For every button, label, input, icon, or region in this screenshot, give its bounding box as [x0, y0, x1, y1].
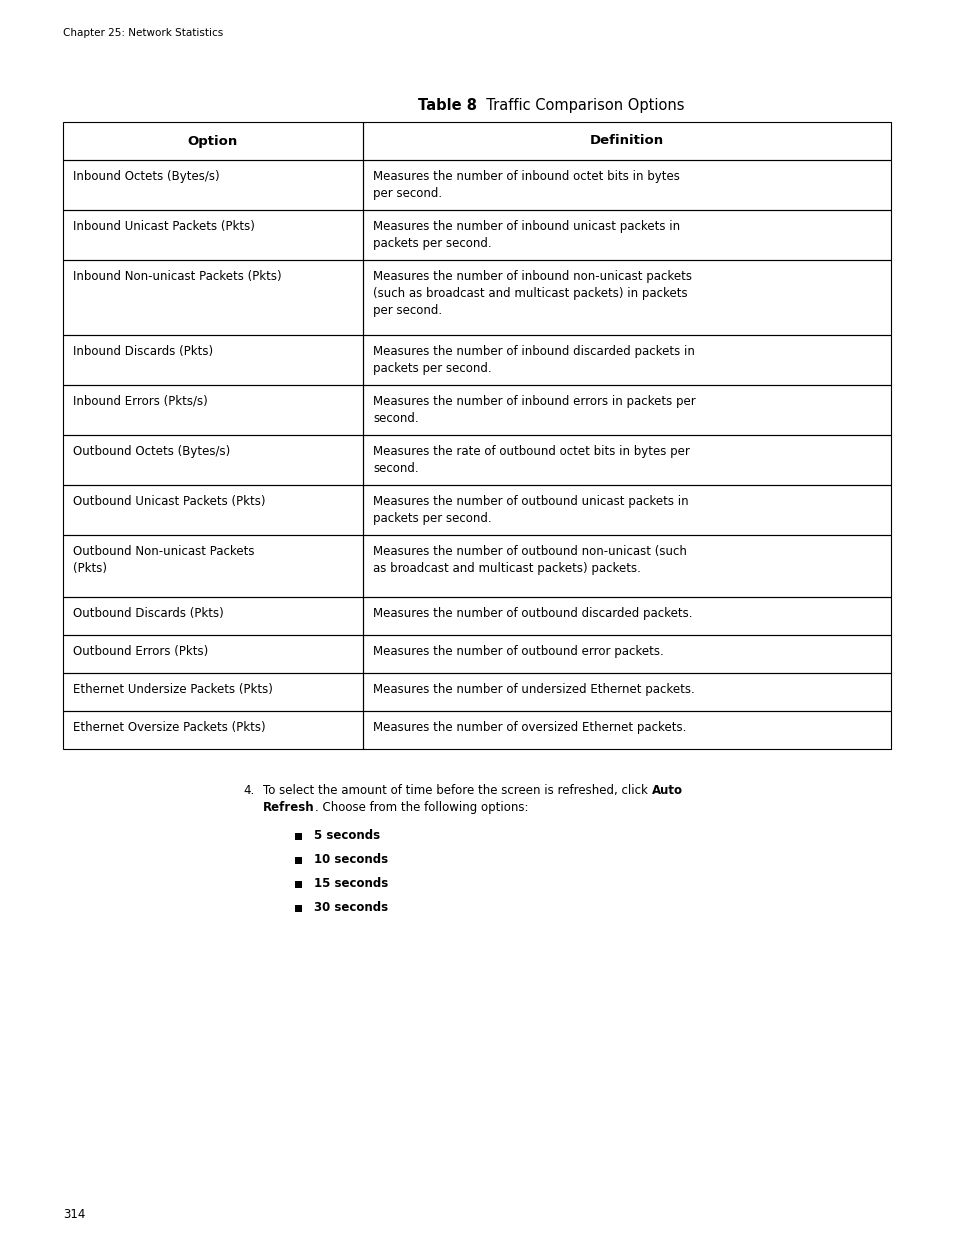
Text: Chapter 25: Network Statistics: Chapter 25: Network Statistics: [63, 28, 223, 38]
Text: Ethernet Undersize Packets (Pkts): Ethernet Undersize Packets (Pkts): [73, 683, 273, 697]
Text: Refresh: Refresh: [263, 802, 314, 814]
Text: Outbound Octets (Bytes/s): Outbound Octets (Bytes/s): [73, 445, 230, 458]
Text: To select the amount of time before the screen is refreshed, click: To select the amount of time before the …: [263, 784, 651, 797]
Text: Inbound Octets (Bytes/s): Inbound Octets (Bytes/s): [73, 170, 219, 183]
Bar: [63, 597, 363, 635]
Bar: [363, 122, 890, 161]
Text: . Choose from the following options:: . Choose from the following options:: [314, 802, 528, 814]
Text: Outbound Discards (Pkts): Outbound Discards (Pkts): [73, 606, 224, 620]
Text: Measures the number of inbound unicast packets in
packets per second.: Measures the number of inbound unicast p…: [373, 220, 679, 249]
Text: Traffic Comparison Options: Traffic Comparison Options: [476, 98, 684, 112]
Bar: [363, 385, 890, 435]
Text: Measures the number of inbound non-unicast packets
(such as broadcast and multic: Measures the number of inbound non-unica…: [373, 270, 691, 317]
Text: Outbound Errors (Pkts): Outbound Errors (Pkts): [73, 645, 208, 658]
Text: Outbound Non-unicast Packets
(Pkts): Outbound Non-unicast Packets (Pkts): [73, 545, 254, 576]
Text: Table 8: Table 8: [417, 98, 476, 112]
Bar: [63, 210, 363, 261]
Bar: [363, 161, 890, 210]
Bar: [363, 535, 890, 597]
Text: Inbound Unicast Packets (Pkts): Inbound Unicast Packets (Pkts): [73, 220, 254, 233]
Bar: [63, 261, 363, 335]
Bar: [63, 161, 363, 210]
Bar: [294, 905, 302, 911]
Text: Measures the rate of outbound octet bits in bytes per
second.: Measures the rate of outbound octet bits…: [373, 445, 689, 475]
Text: Measures the number of inbound discarded packets in
packets per second.: Measures the number of inbound discarded…: [373, 345, 694, 375]
Text: Measures the number of outbound discarded packets.: Measures the number of outbound discarde…: [373, 606, 692, 620]
Text: Outbound Unicast Packets (Pkts): Outbound Unicast Packets (Pkts): [73, 495, 265, 508]
Bar: [363, 335, 890, 385]
Bar: [294, 832, 302, 840]
Bar: [363, 673, 890, 711]
Text: Measures the number of oversized Ethernet packets.: Measures the number of oversized Etherne…: [373, 721, 685, 734]
Text: Measures the number of inbound errors in packets per
second.: Measures the number of inbound errors in…: [373, 395, 695, 425]
Bar: [363, 435, 890, 485]
Text: Auto: Auto: [651, 784, 682, 797]
Text: Ethernet Oversize Packets (Pkts): Ethernet Oversize Packets (Pkts): [73, 721, 265, 734]
Text: Inbound Non-unicast Packets (Pkts): Inbound Non-unicast Packets (Pkts): [73, 270, 281, 283]
Text: 314: 314: [63, 1208, 85, 1221]
Bar: [63, 635, 363, 673]
Text: 15 seconds: 15 seconds: [314, 877, 388, 890]
Bar: [63, 673, 363, 711]
Text: 30 seconds: 30 seconds: [314, 902, 388, 914]
Bar: [63, 122, 363, 161]
Text: 5 seconds: 5 seconds: [314, 829, 379, 842]
Bar: [363, 635, 890, 673]
Bar: [63, 385, 363, 435]
Bar: [294, 881, 302, 888]
Text: Option: Option: [188, 135, 238, 147]
Text: 10 seconds: 10 seconds: [314, 853, 388, 866]
Bar: [63, 485, 363, 535]
Text: Measures the number of outbound unicast packets in
packets per second.: Measures the number of outbound unicast …: [373, 495, 688, 525]
Bar: [363, 711, 890, 748]
Bar: [63, 711, 363, 748]
Bar: [363, 210, 890, 261]
Text: Measures the number of outbound error packets.: Measures the number of outbound error pa…: [373, 645, 663, 658]
Bar: [363, 485, 890, 535]
Bar: [363, 261, 890, 335]
Text: Measures the number of undersized Ethernet packets.: Measures the number of undersized Ethern…: [373, 683, 694, 697]
Bar: [63, 435, 363, 485]
Text: Definition: Definition: [589, 135, 663, 147]
Text: Inbound Errors (Pkts/s): Inbound Errors (Pkts/s): [73, 395, 208, 408]
Bar: [294, 857, 302, 864]
Bar: [63, 335, 363, 385]
Text: 4.: 4.: [243, 784, 254, 797]
Bar: [363, 597, 890, 635]
Text: Inbound Discards (Pkts): Inbound Discards (Pkts): [73, 345, 213, 358]
Bar: [63, 535, 363, 597]
Text: Measures the number of outbound non-unicast (such
as broadcast and multicast pac: Measures the number of outbound non-unic…: [373, 545, 686, 576]
Text: Measures the number of inbound octet bits in bytes
per second.: Measures the number of inbound octet bit…: [373, 170, 679, 200]
